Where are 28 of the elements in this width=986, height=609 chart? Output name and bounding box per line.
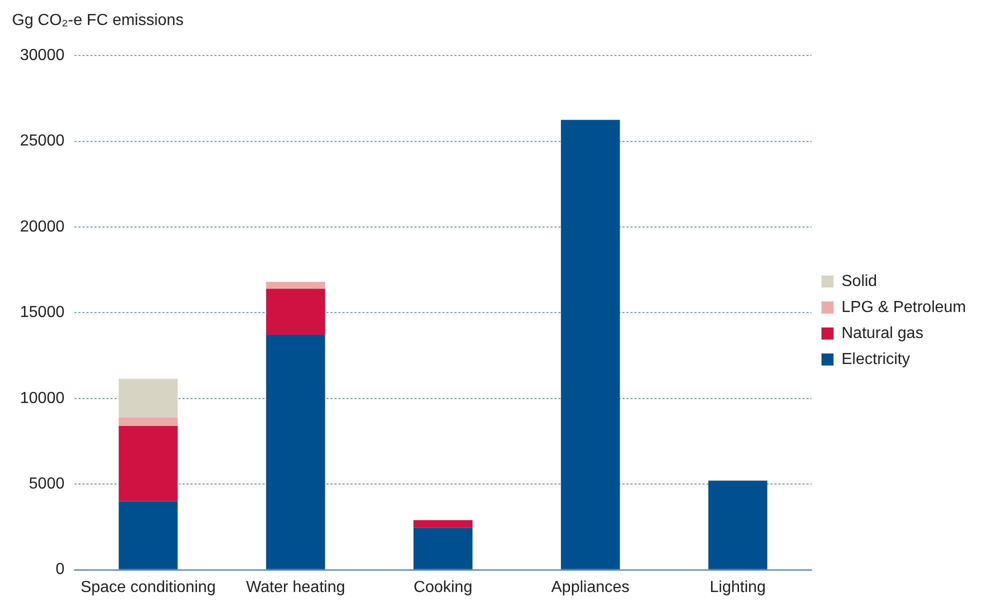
- y-tick-label: 30000: [20, 47, 65, 64]
- x-tick-label: Water heating: [246, 578, 346, 596]
- bar: [414, 528, 472, 570]
- y-tick-label: 0: [56, 561, 65, 578]
- bar: [118, 501, 178, 570]
- x-tick-label: Space conditioning: [80, 578, 216, 596]
- x-tick-label: Lighting: [710, 578, 766, 596]
- bar: [560, 120, 620, 570]
- bar: [266, 282, 326, 289]
- bar: [266, 288, 326, 335]
- legend-label: Natural gas: [842, 324, 924, 342]
- y-tick-label: 5000: [28, 476, 65, 493]
- y-axis-title: Gg CO₂-e FC emissions: [12, 12, 184, 30]
- bar: [118, 426, 178, 502]
- bar: [118, 417, 178, 426]
- legend-label: LPG & Petroleum: [842, 298, 966, 316]
- y-tick-label: 20000: [20, 218, 65, 236]
- legend-label: Solid: [842, 272, 878, 290]
- y-tick-label: 25000: [20, 132, 65, 150]
- bar: [414, 520, 472, 528]
- y-tick-label: 15000: [20, 304, 65, 322]
- x-tick-label: Cooking: [414, 578, 472, 596]
- bar: [708, 480, 768, 570]
- legend-label: Electricity: [842, 350, 910, 368]
- x-tick-label: Appliances: [551, 578, 630, 596]
- y-tick-label: 10000: [20, 390, 65, 407]
- bar: [266, 334, 326, 570]
- bar: [118, 378, 178, 418]
